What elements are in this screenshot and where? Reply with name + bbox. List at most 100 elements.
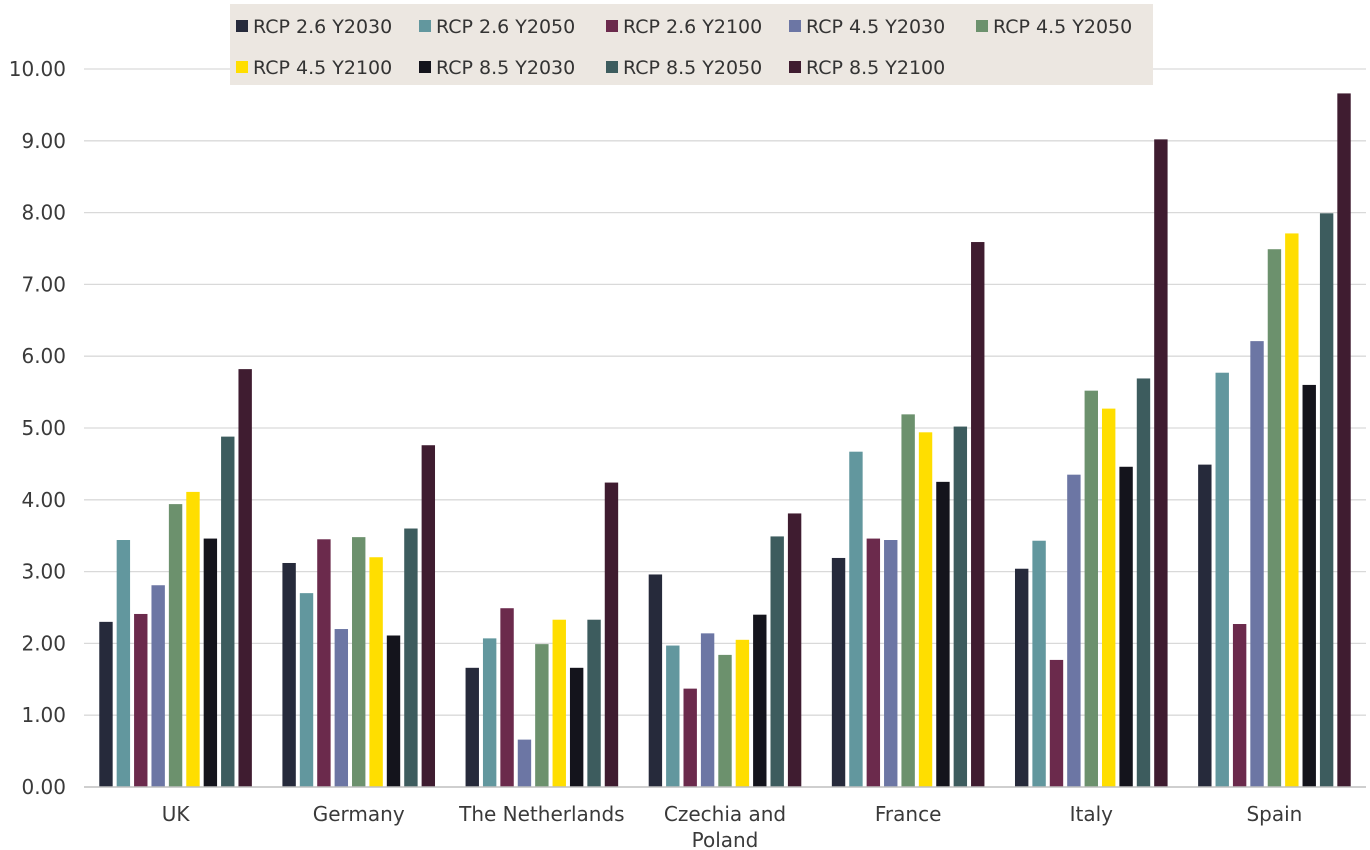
bar [168, 504, 183, 787]
bar [1084, 390, 1098, 787]
bar [1101, 408, 1116, 787]
bar [1302, 384, 1316, 787]
legend-swatch [419, 20, 431, 32]
legend-label: RCP 2.6 Y2100 [623, 16, 762, 38]
bar [849, 451, 863, 787]
bar [1285, 233, 1299, 787]
bar [587, 619, 601, 787]
y-tick-label: 7.00 [21, 272, 66, 296]
bar [953, 426, 968, 787]
legend-swatch [419, 61, 431, 73]
bar [186, 491, 200, 787]
legend-label: RCP 4.5 Y2050 [993, 16, 1132, 38]
bar [604, 482, 619, 787]
bar [317, 539, 331, 787]
bar [386, 635, 401, 787]
legend-swatch [976, 20, 988, 32]
bar [1250, 341, 1264, 787]
y-tick-label: 5.00 [21, 416, 66, 440]
bar [221, 436, 235, 787]
bar [500, 608, 514, 787]
y-tick-label: 1.00 [21, 703, 66, 727]
bars [99, 93, 1351, 788]
bar [369, 557, 383, 787]
bar [404, 528, 418, 787]
x-axis-category-labels: UK Germany The Netherlands Czechia andPolan… [162, 802, 1303, 850]
bar [134, 613, 148, 787]
bar [866, 538, 881, 787]
y-axis-tick-labels: 0.00 1.00 2.00 3.00 4.00 5.00 6.00 7.00 8.00 9.00… [9, 57, 66, 799]
legend-label: RCP 2.6 Y2030 [253, 16, 392, 38]
legend-swatch [236, 20, 248, 32]
legend-label: RCP 8.5 Y2030 [436, 57, 575, 79]
bar [718, 654, 732, 787]
bar [1119, 466, 1133, 787]
bar [1049, 659, 1064, 787]
legend-swatch [606, 20, 618, 32]
y-tick-label: 4.00 [21, 488, 66, 512]
y-tick-label: 8.00 [21, 201, 66, 225]
bar [299, 593, 314, 787]
bar [99, 621, 113, 787]
bar [1032, 540, 1046, 787]
bar [1067, 474, 1081, 787]
bar [535, 644, 549, 787]
bar [151, 585, 165, 787]
bar [203, 538, 218, 787]
bar [352, 537, 366, 787]
legend-background [230, 4, 1153, 85]
bar [1136, 378, 1151, 787]
bar [1267, 249, 1282, 787]
bar [552, 619, 566, 787]
bar [482, 638, 497, 787]
y-tick-label: 0.00 [21, 775, 66, 799]
bar [700, 633, 715, 787]
x-category-label: Spain [1246, 802, 1302, 826]
y-tick-label: 3.00 [21, 560, 66, 584]
bar [282, 562, 296, 787]
y-tick-label: 10.00 [9, 57, 66, 81]
bar [666, 645, 680, 787]
bar [918, 432, 933, 787]
bar [1014, 568, 1029, 787]
bar [884, 540, 898, 787]
y-tick-label: 2.00 [21, 631, 66, 655]
bar [517, 739, 532, 787]
y-tick-label: 9.00 [21, 129, 66, 153]
bar [735, 639, 750, 787]
bar [238, 369, 252, 787]
bar [831, 557, 846, 787]
y-tick-label: 6.00 [21, 344, 66, 368]
x-category-label: Czechia and [664, 802, 786, 826]
bar [683, 688, 697, 787]
legend: RCP 2.6 Y2030 RCP 2.6 Y2050 RCP 2.6 Y2100 R… [230, 4, 1153, 85]
bar [1215, 372, 1229, 787]
x-category-label: Italy [1070, 802, 1114, 826]
x-category-label: UK [162, 802, 191, 826]
legend-swatch [789, 61, 801, 73]
bar [1154, 139, 1168, 787]
bar [936, 481, 950, 787]
bar [971, 242, 985, 788]
bar [1319, 213, 1334, 787]
bar [116, 540, 131, 787]
bar [1198, 464, 1212, 787]
legend-label: RCP 4.5 Y2100 [253, 57, 392, 79]
bar [569, 667, 584, 787]
bar [901, 414, 915, 787]
bar [753, 614, 767, 787]
bar [787, 513, 802, 787]
x-category-label: Germany [313, 802, 405, 826]
bar [421, 445, 436, 787]
gridlines [84, 68, 1366, 716]
legend-label: RCP 8.5 Y2050 [623, 57, 762, 79]
legend-label: RCP 8.5 Y2100 [806, 57, 945, 79]
bar [334, 629, 349, 787]
x-category-label: The Netherlands [458, 802, 624, 826]
bar [1337, 93, 1351, 788]
bar [465, 667, 479, 787]
x-category-label: France [875, 802, 942, 826]
bar [1232, 624, 1247, 787]
